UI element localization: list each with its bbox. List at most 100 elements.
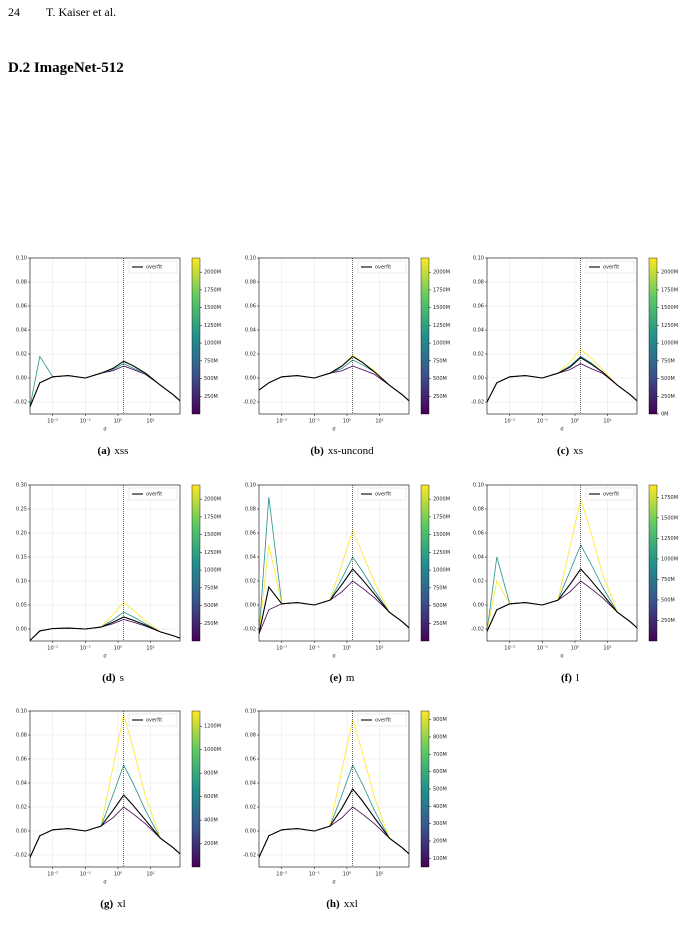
colorbar-tick-label: 500M (661, 597, 675, 603)
subplot: -0.02 0.00 0.02 0.04 0.06 0.08 0.10 10⁻² 10⁻¹ 10⁰… (471, 483, 678, 685)
series-line (30, 360, 180, 408)
y-tick-label: 0.04 (473, 328, 484, 334)
caption: (b) xs-uncond (310, 445, 374, 457)
y-tick-label: 0.04 (16, 328, 27, 334)
x-tick-label: 10⁻¹ (80, 872, 91, 878)
colorbar-tick-label: 900M (433, 717, 447, 723)
plot-frame (258, 484, 410, 642)
series-line (259, 359, 409, 402)
y-tick-label: 0.04 (245, 555, 256, 561)
x-tick-label: 10⁻¹ (309, 419, 320, 425)
colorbar-tick-label: 750M (204, 585, 218, 591)
series-line (259, 763, 409, 858)
plot-frame (29, 257, 181, 415)
caption: (c) xs (557, 445, 583, 457)
x-axis-label: σ (560, 654, 564, 660)
x-tick-label: 10⁻² (276, 872, 287, 878)
colorbar-tick-label: 250M (661, 394, 675, 400)
x-tick-label: 10⁰ (343, 872, 351, 878)
caption-label: (h) (326, 898, 340, 910)
y-tick-label: 0.10 (16, 256, 27, 262)
caption-text: xss (114, 445, 128, 457)
x-tick-label: 10⁰ (343, 419, 351, 425)
colorbar-tick-label: 400M (204, 818, 218, 824)
subplot: -0.02 0.00 0.02 0.04 0.06 0.08 0.10 10⁻² 10⁻¹ 10⁰… (14, 709, 221, 911)
colorbar-tick-label: 800M (433, 735, 447, 741)
colorbar-tick-label: 1250M (661, 323, 678, 329)
colorbar-tick-label: 1000M (204, 341, 221, 347)
colorbar-tick-label: 1500M (433, 532, 450, 538)
colorbar-tick-label: 2000M (204, 497, 221, 503)
colorbar-tick-label: 1000M (204, 747, 221, 753)
colorbar-tick-label: 700M (433, 752, 447, 758)
colorbar-tick-label: 1750M (204, 514, 221, 520)
plot-frame (258, 257, 410, 415)
legend-label: overfit (375, 265, 391, 271)
colorbar (420, 484, 430, 642)
y-tick-label: -0.02 (243, 627, 256, 633)
x-axis-label: σ (103, 654, 107, 660)
caption: (f) l (561, 672, 579, 684)
x-tick-label: 10⁻¹ (80, 419, 91, 425)
y-tick-label: 0.06 (16, 304, 27, 310)
legend-label: overfit (375, 718, 391, 724)
legend-label: overfit (146, 718, 162, 724)
subplot: -0.02 0.00 0.02 0.04 0.06 0.08 0.10 10⁻² 10⁻¹ 10⁰… (471, 256, 678, 458)
colorbar-tick-label: 1500M (661, 305, 678, 311)
colorbar-tick-label: 500M (661, 376, 675, 382)
series-line (487, 355, 637, 403)
y-tick-label: 0.10 (16, 709, 27, 715)
y-tick-label: 0.02 (245, 352, 256, 358)
y-tick-label: 0.00 (16, 829, 27, 835)
series-line (487, 497, 637, 632)
series-line (30, 602, 180, 641)
series-line (30, 355, 180, 407)
x-tick-label: 10⁻² (504, 419, 515, 425)
y-tick-label: 0.10 (16, 579, 27, 585)
x-tick-label: 10⁰ (571, 646, 579, 652)
subplot: -0.02 0.00 0.02 0.04 0.06 0.08 0.10 10⁻² 10⁻¹ 10⁰… (14, 256, 221, 458)
subplot: -0.02 0.00 0.02 0.04 0.06 0.08 0.10 10⁻² 10⁻¹ 10⁰… (243, 483, 450, 685)
series-line (30, 763, 180, 858)
y-tick-label: 0.02 (245, 579, 256, 585)
plot-frame (29, 710, 181, 868)
colorbar (420, 710, 430, 868)
caption: (d) s (102, 672, 124, 684)
series-line (259, 788, 409, 858)
y-tick-label: -0.02 (14, 853, 27, 859)
x-tick-label: 10¹ (146, 419, 154, 425)
colorbar-tick-label: 1250M (204, 550, 221, 556)
x-axis-label: σ (103, 427, 107, 433)
colorbar-tick-label: 1250M (433, 323, 450, 329)
series-line (259, 355, 409, 402)
y-tick-label: 0.30 (16, 483, 27, 489)
colorbar-tick-label: 1250M (204, 323, 221, 329)
colorbar-tick-label: 400M (433, 804, 447, 810)
legend-box (128, 260, 178, 274)
x-tick-label: 10¹ (603, 419, 611, 425)
series-line (487, 356, 637, 403)
legend-label: overfit (603, 492, 619, 498)
y-tick-label: 0.06 (473, 304, 484, 310)
y-tick-label: 0.00 (16, 627, 27, 633)
caption: (h) xxl (326, 898, 358, 910)
y-tick-label: 0.10 (245, 709, 256, 715)
x-tick-label: 10¹ (603, 646, 611, 652)
x-tick-label: 10⁰ (343, 646, 351, 652)
colorbar (191, 710, 201, 868)
plot-frame (486, 484, 638, 642)
colorbar-tick-label: 750M (433, 585, 447, 591)
series-line (259, 719, 409, 858)
y-tick-label: 0.02 (473, 579, 484, 585)
colorbar-tick-label: 1250M (433, 550, 450, 556)
y-tick-label: -0.02 (471, 400, 484, 406)
colorbar-tick-label: 1750M (433, 287, 450, 293)
y-tick-label: 0.08 (473, 280, 484, 286)
colorbar-tick-label: 1500M (204, 532, 221, 538)
colorbar (648, 257, 658, 415)
colorbar-tick-label: 250M (433, 394, 447, 400)
colorbar-tick-label: 1750M (433, 514, 450, 520)
series-line (259, 529, 409, 634)
y-tick-label: 0.04 (16, 781, 27, 787)
